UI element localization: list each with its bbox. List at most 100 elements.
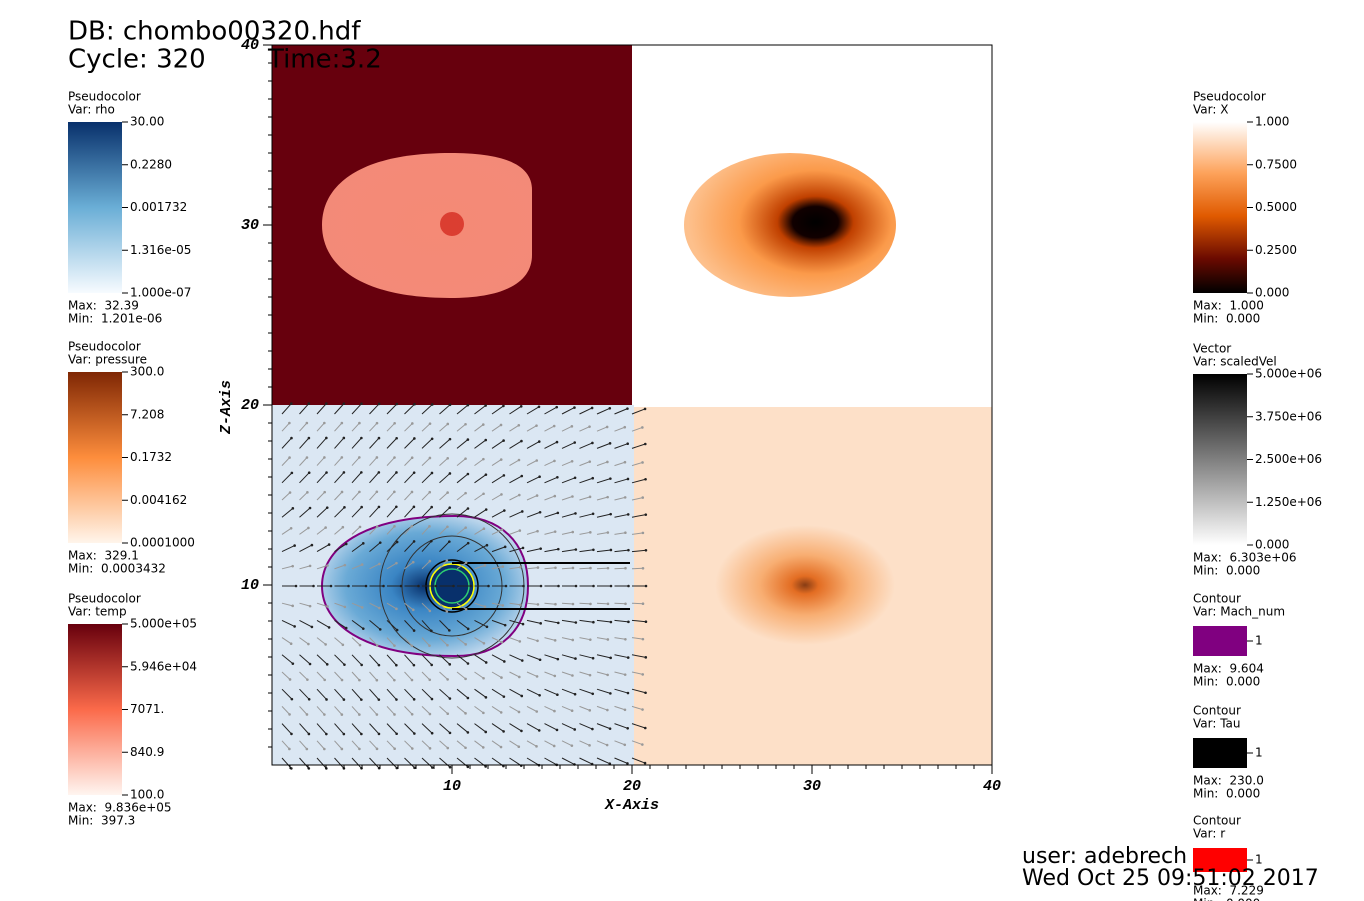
vector-arrow (526, 723, 540, 731)
vector-head (395, 471, 398, 474)
vector-head (643, 726, 647, 730)
legend-min: Min: 0.0003432 (68, 562, 166, 576)
legend-tick-label: 0.004162 (130, 493, 187, 507)
vector-arrow (351, 602, 363, 608)
vector-arrow (386, 422, 396, 432)
vector-head (325, 506, 329, 509)
vector-arrow (299, 706, 308, 715)
vector-arrow (596, 442, 611, 449)
vector-arrow (404, 506, 415, 518)
vector-head (291, 507, 295, 510)
vector-head (536, 566, 540, 569)
vector-head (325, 402, 328, 405)
vector-head (395, 436, 398, 440)
vector-arrow (614, 532, 626, 535)
vector-arrow (456, 637, 466, 645)
legend-tick-label: 5.946e+04 (130, 659, 197, 673)
vector-arrow (491, 566, 503, 570)
legend-min: Min: 0.000 (1193, 675, 1260, 689)
vector-arrow (369, 688, 380, 700)
vector-arrow (334, 403, 345, 415)
legend-tick-label: 7.208 (130, 407, 164, 421)
vector-arrow (614, 461, 626, 467)
vector-head (307, 642, 310, 646)
vector-arrow (579, 567, 591, 570)
vector-head (395, 663, 398, 667)
color-bar (1193, 122, 1247, 293)
legend-min: Min: 0.000 (1193, 312, 1260, 326)
vector-head (464, 608, 468, 611)
vector-head (608, 762, 612, 765)
vector-head (464, 677, 467, 681)
vector-arrow (526, 511, 541, 518)
vector-head (608, 407, 612, 410)
vector-head (325, 436, 328, 440)
vector-arrow (631, 567, 644, 570)
vector-head (343, 605, 347, 609)
vector-head (395, 628, 399, 632)
legend-tick-label: 1.316e-05 (130, 243, 191, 257)
vector-head (570, 709, 574, 712)
vector-head (606, 531, 610, 534)
vector-head (500, 640, 504, 644)
legend-var: Var: Mach_num (1193, 605, 1285, 619)
vector-head (358, 456, 361, 459)
vector-arrow (316, 671, 326, 681)
vector-arrow (299, 507, 311, 518)
vector-head (307, 471, 311, 474)
vector-arrow (579, 723, 593, 730)
vector-head (412, 471, 416, 474)
vector-arrow (316, 472, 327, 484)
vector-head (502, 474, 506, 477)
vector-head (571, 602, 575, 606)
vector-head (609, 584, 613, 588)
vector-arrow (596, 671, 608, 676)
color-bar (68, 122, 122, 293)
vector-arrow (579, 671, 591, 676)
vector-head (326, 605, 329, 608)
vector-head (606, 566, 610, 570)
vector-head (466, 696, 470, 700)
vector-arrow (456, 473, 469, 484)
vector-head (410, 678, 414, 682)
vector-head (588, 460, 592, 463)
vector-arrow (299, 565, 311, 570)
vector-head (535, 459, 539, 462)
vector-arrow (299, 671, 308, 681)
vector-head (448, 540, 451, 543)
vector-arrow (369, 437, 380, 449)
vector-head (573, 728, 577, 731)
vector-head (430, 697, 434, 701)
vector-head (643, 761, 647, 765)
vector-arrow (369, 637, 378, 646)
vector-arrow (369, 472, 380, 484)
vector-head (482, 711, 485, 715)
vector-arrow (299, 544, 313, 553)
vector-head (627, 584, 630, 588)
vector-head (290, 732, 293, 736)
vector-head (466, 438, 470, 441)
vector-head (591, 727, 594, 731)
vector-head (395, 561, 398, 565)
vector-head (482, 676, 485, 680)
vector-arrow (509, 705, 520, 713)
vector-arrow (386, 562, 397, 570)
vector-arrow (579, 496, 591, 501)
vector-arrow (404, 620, 415, 631)
vector-arrow (351, 437, 362, 449)
vector-arrow (316, 723, 327, 735)
vector-head (323, 747, 326, 751)
vector-arrow (561, 602, 574, 605)
vector-head (517, 710, 521, 714)
vector-arrow (404, 438, 415, 449)
vector-arrow (544, 654, 558, 660)
vector-head (377, 663, 381, 667)
vector-head (411, 608, 415, 612)
vector-arrow (491, 740, 502, 748)
vector-head (553, 709, 556, 713)
vector-head (464, 643, 467, 646)
legend-tick-label: 5.000e+06 (1255, 367, 1322, 381)
vector-arrow (316, 565, 328, 570)
vector-arrow (474, 405, 486, 415)
vector-head (446, 678, 449, 681)
